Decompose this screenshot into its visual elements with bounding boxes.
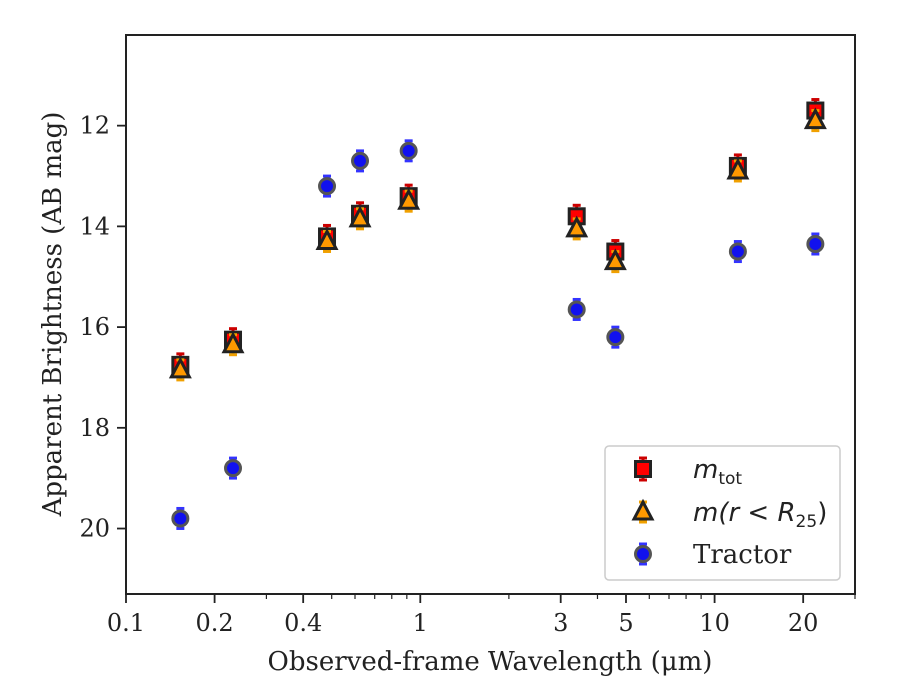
legend: mtot m(r < R25) Tractor bbox=[604, 445, 841, 581]
triangle-marker bbox=[726, 157, 750, 180]
data-point bbox=[567, 297, 586, 321]
x-axis-label: Observed-frame Wavelength (μm) bbox=[268, 647, 713, 677]
data-point bbox=[803, 107, 827, 133]
legend-entry: Tractor bbox=[634, 540, 792, 570]
triangle-marker bbox=[603, 248, 627, 271]
y-tick-label: 12 bbox=[79, 112, 110, 140]
data-point bbox=[806, 232, 825, 256]
triangle-marker bbox=[221, 331, 245, 354]
circle-marker bbox=[567, 300, 586, 319]
circle-marker bbox=[634, 545, 652, 563]
data-point bbox=[348, 205, 372, 231]
circle-marker bbox=[351, 151, 370, 170]
data-point bbox=[565, 215, 589, 241]
data-point bbox=[397, 187, 421, 213]
legend-marker bbox=[631, 498, 655, 524]
data-point bbox=[315, 228, 339, 253]
square-marker bbox=[634, 460, 652, 478]
x-tick-label: 1 bbox=[413, 609, 428, 637]
data-point bbox=[168, 356, 192, 382]
legend-entry: m(r < R25) bbox=[631, 498, 827, 532]
y-tick-label: 16 bbox=[79, 313, 110, 341]
data-point bbox=[726, 157, 750, 183]
circle-marker bbox=[224, 459, 243, 478]
triangle-marker bbox=[348, 205, 372, 228]
data-point bbox=[318, 174, 337, 198]
legend-marker bbox=[634, 542, 652, 566]
data-point bbox=[171, 506, 190, 530]
data-point bbox=[351, 149, 370, 173]
triangle-marker bbox=[803, 107, 827, 130]
triangle-marker bbox=[397, 187, 421, 210]
circle-marker bbox=[318, 177, 337, 196]
y-tick-label: 14 bbox=[79, 212, 110, 240]
data-point bbox=[221, 331, 245, 357]
y-tick-label: 18 bbox=[79, 414, 110, 442]
legend-marker bbox=[634, 456, 652, 482]
triangle-marker bbox=[168, 356, 192, 379]
y-axis-label: Apparent Brightness (AB mag) bbox=[38, 112, 68, 518]
circle-marker bbox=[806, 234, 825, 253]
x-tick-label: 3 bbox=[553, 609, 568, 637]
x-tick-label: 5 bbox=[618, 609, 633, 637]
data-point bbox=[399, 139, 418, 163]
triangle-marker bbox=[565, 215, 589, 238]
legend-label: mtot bbox=[693, 455, 742, 489]
triangle-marker bbox=[631, 498, 655, 521]
x-tick-label: 0.2 bbox=[196, 609, 234, 637]
x-tick-label: 0.4 bbox=[284, 609, 322, 637]
triangle-marker bbox=[315, 228, 339, 250]
legend-label-base: Tractor bbox=[693, 540, 792, 570]
circle-marker bbox=[606, 328, 625, 347]
data-points bbox=[168, 98, 827, 530]
circle-marker bbox=[171, 509, 190, 528]
legend-label: m(r < R25) bbox=[693, 498, 827, 532]
x-tick-label: 20 bbox=[788, 609, 819, 637]
series-triangle bbox=[168, 107, 827, 382]
x-tick-label: 10 bbox=[699, 609, 730, 637]
x-tick-label: 0.1 bbox=[107, 609, 145, 637]
data-point bbox=[606, 325, 625, 349]
legend-label-base: m bbox=[693, 455, 718, 485]
legend-label-tail: ) bbox=[817, 498, 827, 528]
legend-label: Tractor bbox=[693, 540, 792, 570]
axis-ticks: 0.1 0.2 0.4 1 3 5 10 20 12 14 16 18 20 bbox=[79, 112, 856, 637]
data-point bbox=[224, 456, 243, 480]
circle-marker bbox=[728, 242, 747, 261]
data-point bbox=[603, 248, 627, 274]
legend-box bbox=[604, 445, 841, 581]
y-tick-label: 20 bbox=[79, 515, 110, 543]
legend-entry: mtot bbox=[634, 455, 742, 489]
data-point bbox=[728, 240, 747, 264]
legend-label-base: m(r < R bbox=[693, 498, 796, 528]
series-circle bbox=[171, 139, 825, 530]
legend-label-subscript: 25 bbox=[796, 512, 818, 532]
legend-label-subscript: tot bbox=[718, 469, 742, 489]
circle-marker bbox=[399, 141, 418, 160]
